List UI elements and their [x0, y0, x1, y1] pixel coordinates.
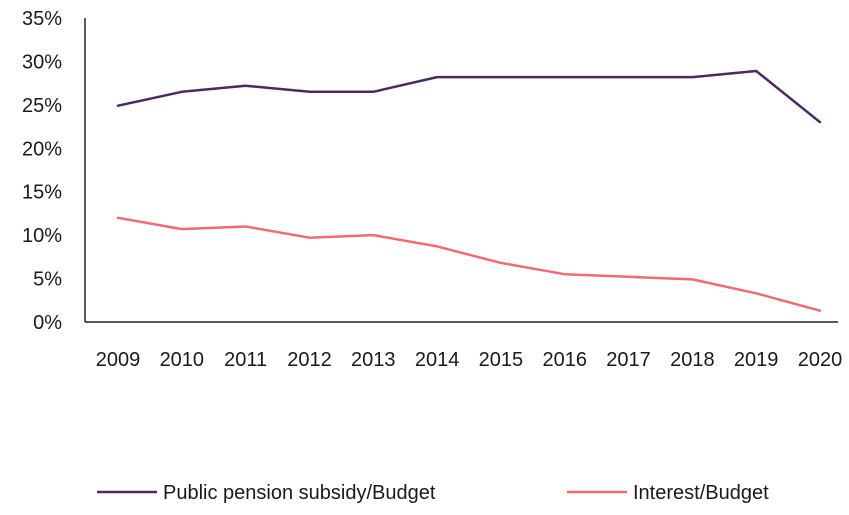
series-line-1 — [116, 69, 822, 124]
x-tick-label: 2011 — [224, 349, 267, 371]
y-tick-label: 0% — [33, 312, 62, 334]
x-tick-label: 2018 — [670, 349, 715, 371]
y-tick-label: 30% — [22, 51, 62, 73]
axes — [84, 18, 838, 323]
y-tick-label: 5% — [33, 269, 62, 291]
x-tick-label: 2019 — [734, 349, 779, 371]
x-tick-label: 2009 — [96, 349, 141, 371]
y-tick-label: 10% — [22, 225, 62, 247]
x-tick-label: 2015 — [479, 349, 524, 371]
series-line-2 — [116, 216, 822, 312]
y-tick-label: 20% — [22, 138, 62, 160]
x-tick-label: 2010 — [160, 349, 205, 371]
legend-label: Interest/Budget — [633, 482, 769, 504]
y-tick-label: 15% — [22, 182, 62, 204]
x-tick-label: 2012 — [287, 349, 332, 371]
x-tick-label: 2020 — [798, 349, 843, 371]
y-tick-labels: 0% 5% 10% 15% 20% 25% 30% 35% — [22, 8, 62, 334]
x-tick-label: 2014 — [415, 349, 460, 371]
y-tick-label: 35% — [22, 8, 62, 30]
x-tick-labels: 2009 2010 2011 2012 2013 2014 2015 2016 2017 2018… — [96, 349, 843, 371]
x-tick-label: 2016 — [542, 349, 587, 371]
legend-label: Public pension subsidy/Budget — [163, 482, 436, 504]
x-tick-label: 2017 — [606, 349, 651, 371]
x-tick-label: 2013 — [351, 349, 396, 371]
legend: Public pension subsidy/Budget Interest/Bu… — [97, 482, 769, 504]
series-lines — [116, 69, 822, 312]
y-tick-label: 25% — [22, 95, 62, 117]
